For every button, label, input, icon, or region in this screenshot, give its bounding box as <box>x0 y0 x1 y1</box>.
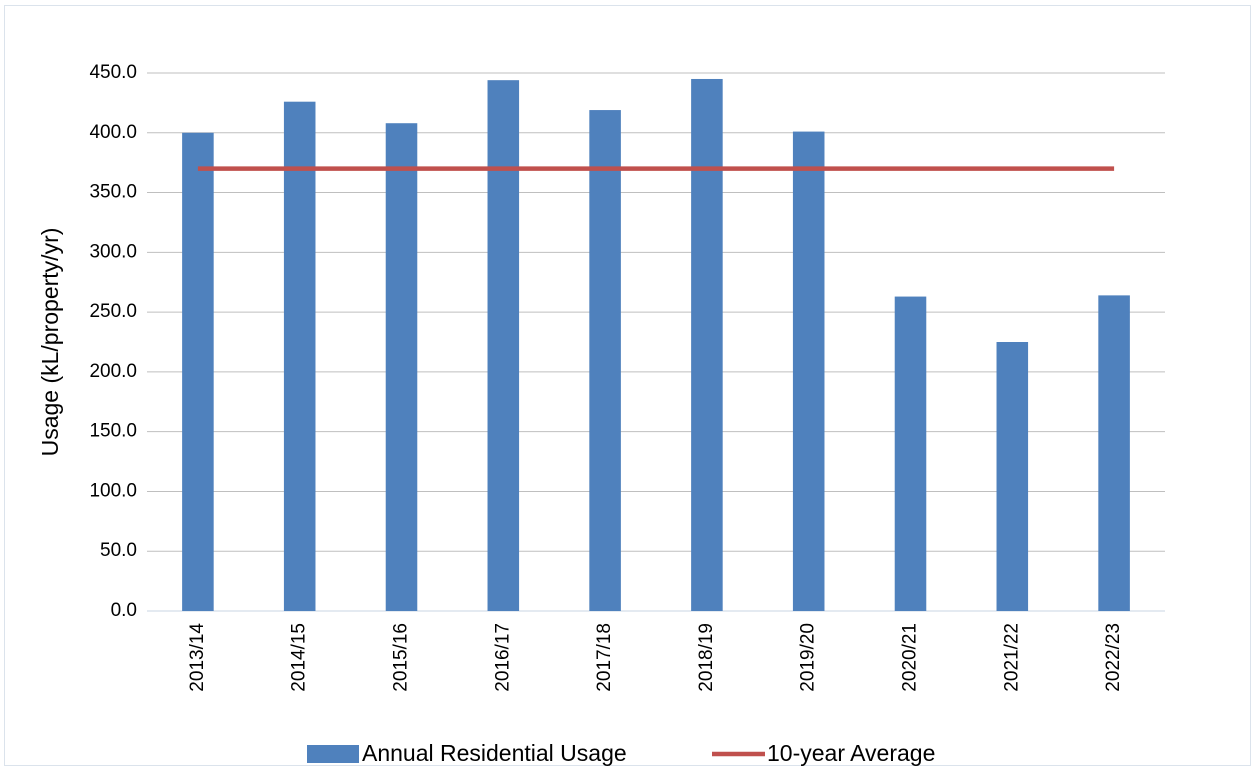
x-tick-label: 2015/16 <box>391 623 412 692</box>
y-tick-label: 300.0 <box>89 241 137 262</box>
bar <box>283 101 316 612</box>
x-tick-label: 2013/14 <box>187 623 208 692</box>
bar <box>385 123 418 612</box>
legend-label: Annual Residential Usage <box>362 740 627 766</box>
y-tick-label: 200.0 <box>89 361 137 382</box>
x-tick-label: 2021/22 <box>1001 623 1022 692</box>
x-tick-label: 2017/18 <box>594 623 615 692</box>
y-tick-label: 400.0 <box>89 122 137 143</box>
x-tick-label: 2014/15 <box>289 623 310 692</box>
bar <box>182 132 214 611</box>
y-tick-label: 100.0 <box>89 480 137 501</box>
x-tick-label: 2018/19 <box>696 623 717 692</box>
legend-label: 10-year Average <box>767 740 935 766</box>
bar <box>487 80 520 611</box>
x-tick-label: 2016/17 <box>492 623 513 692</box>
bar <box>996 342 1029 611</box>
y-axis-title: Usage (kL/property/yr) <box>37 228 63 457</box>
legend-swatch <box>307 745 359 763</box>
y-tick-label: 350.0 <box>89 182 137 203</box>
x-tick-label: 2020/21 <box>900 623 921 692</box>
bar <box>1098 295 1130 611</box>
bar <box>691 78 723 611</box>
y-tick-label: 50.0 <box>100 540 137 561</box>
x-tick-label: 2022/23 <box>1103 623 1124 692</box>
y-tick-label: 150.0 <box>89 421 137 442</box>
bar <box>792 131 825 612</box>
bar <box>894 296 927 611</box>
bar <box>589 110 621 611</box>
y-tick-label: 0.0 <box>111 600 137 621</box>
y-tick-label: 450.0 <box>89 62 137 83</box>
y-tick-label: 250.0 <box>89 301 137 322</box>
x-tick-label: 2019/20 <box>798 623 819 692</box>
